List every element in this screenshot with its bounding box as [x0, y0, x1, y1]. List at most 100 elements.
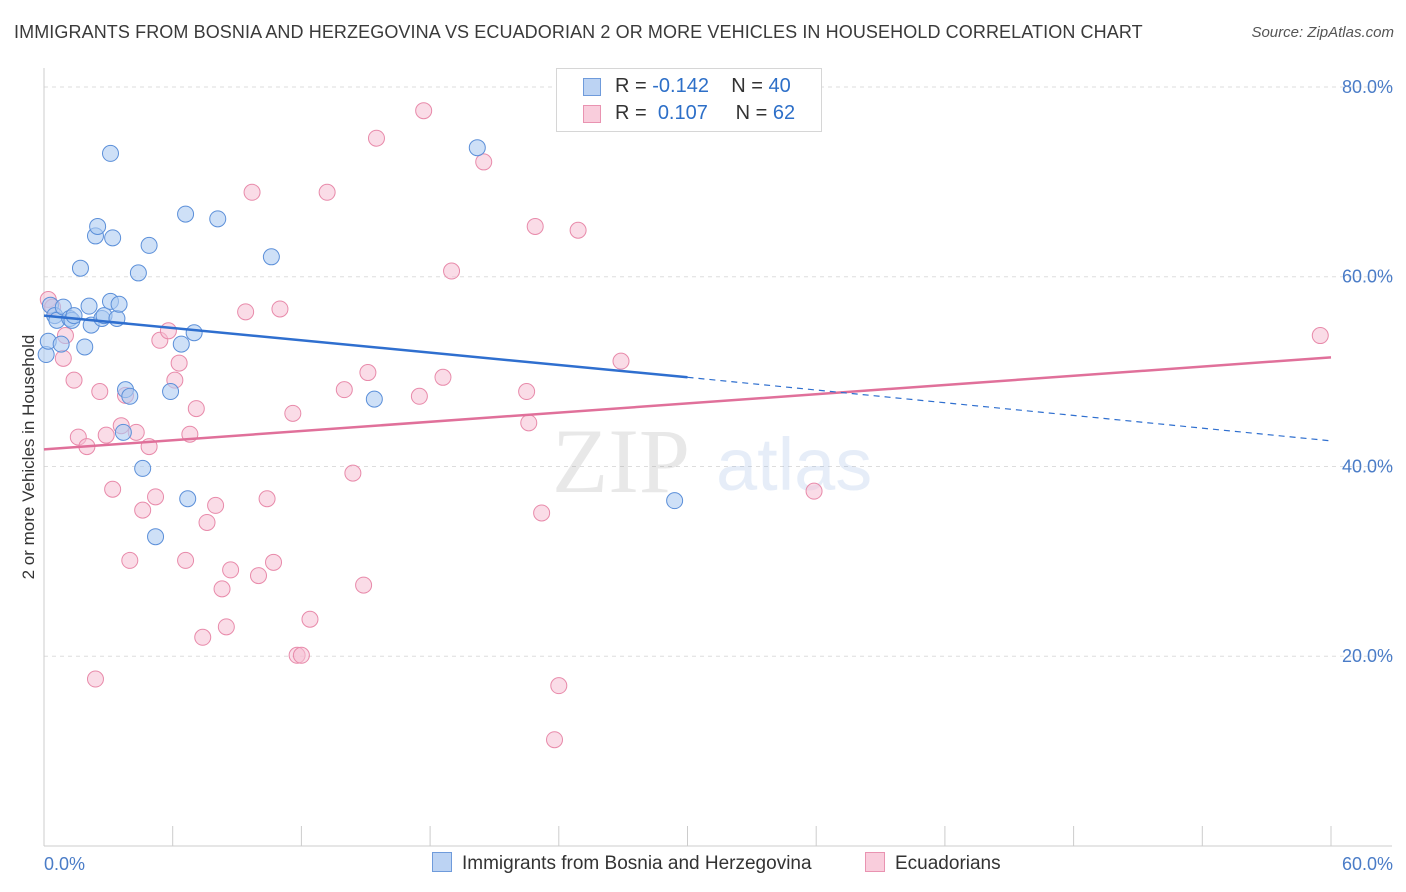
grid-lines [44, 86, 1392, 657]
point-ecuadorians [301, 610, 319, 628]
point-ecuadorians [612, 352, 630, 370]
source-note: Source: ZipAtlas.com [1251, 24, 1394, 41]
legend-n-label: N = [731, 75, 763, 97]
x-tick-label: 60.0% [1342, 854, 1393, 874]
point-ecuadorians [86, 670, 104, 688]
trend-line-bosnia [43, 314, 688, 379]
axes [43, 68, 1392, 847]
y-tick-label: 40.0% [1342, 456, 1393, 476]
point-ecuadorians [121, 551, 139, 569]
point-ecuadorians [54, 349, 72, 367]
point-ecuadorians [177, 551, 195, 569]
point-ecuadorians [265, 553, 283, 571]
bottom-legend-bosnia: Immigrants from Bosnia and Herzegovina [432, 852, 812, 875]
point-ecuadorians [475, 153, 493, 171]
point-bosnia [134, 459, 152, 477]
point-bosnia [172, 335, 190, 353]
point-ecuadorians [546, 731, 564, 749]
point-ecuadorians [159, 322, 177, 340]
legend-n-value: 62 [772, 102, 796, 124]
point-bosnia [104, 229, 122, 247]
point-ecuadorians [550, 677, 568, 695]
point-bosnia [177, 205, 195, 223]
point-bosnia [365, 390, 383, 408]
point-ecuadorians [198, 513, 216, 531]
point-bosnia [185, 324, 203, 342]
point-bosnia [129, 264, 147, 282]
stats-legend: R = -0.142 N = 40 R = 0.107 N = 62 [556, 68, 822, 132]
point-ecuadorians [355, 576, 373, 594]
point-ecuadorians [318, 183, 336, 201]
point-ecuadorians [284, 404, 302, 422]
point-ecuadorians [335, 381, 353, 399]
point-ecuadorians [1311, 327, 1329, 345]
point-ecuadorians [213, 580, 231, 598]
point-ecuadorians [344, 464, 362, 482]
y-tick-label: 60.0% [1342, 267, 1393, 287]
point-bosnia [71, 259, 89, 277]
chart-title: IMMIGRANTS FROM BOSNIA AND HERZEGOVINA V… [14, 22, 1143, 42]
point-ecuadorians [207, 496, 225, 514]
point-ecuadorians [520, 414, 538, 432]
bottom-legend-ecuadorians: Ecuadorians [865, 852, 1001, 875]
point-ecuadorians [187, 400, 205, 418]
legend-r-label: R = [615, 102, 647, 124]
point-bosnia [65, 307, 83, 325]
legend-r-value: -0.142 [652, 75, 709, 97]
y-tick-label: 80.0% [1342, 77, 1393, 97]
trend-line-bosnia-dashed [687, 376, 1332, 442]
ecuadorians-points [39, 102, 1329, 749]
point-bosnia [114, 423, 132, 441]
point-ecuadorians [194, 628, 212, 646]
point-bosnia [162, 383, 180, 401]
point-ecuadorians [415, 102, 433, 120]
point-ecuadorians [292, 646, 310, 664]
point-ecuadorians [518, 383, 536, 401]
point-ecuadorians [237, 303, 255, 321]
point-ecuadorians [569, 221, 587, 239]
point-ecuadorians [222, 561, 240, 579]
point-ecuadorians [533, 504, 551, 522]
point-ecuadorians [410, 387, 428, 405]
point-ecuadorians [97, 426, 115, 444]
point-bosnia [179, 490, 197, 508]
point-ecuadorians [134, 501, 152, 519]
point-ecuadorians [104, 480, 122, 498]
bottom-legend-swatch-bosnia [432, 852, 452, 872]
y-tick-label: 20.0% [1342, 646, 1393, 666]
legend-swatch-bosnia [583, 78, 601, 96]
bosnia-points [37, 139, 684, 546]
trend-line-ecuadorians [43, 356, 1332, 451]
point-ecuadorians [805, 482, 823, 500]
bottom-legend-swatch-ecuadorians [865, 852, 885, 872]
point-ecuadorians [526, 217, 544, 235]
point-ecuadorians [434, 368, 452, 386]
bottom-legend-label-bosnia: Immigrants from Bosnia and Herzegovina [462, 853, 812, 874]
legend-n-label: N = [735, 102, 768, 124]
point-bosnia [262, 248, 280, 266]
point-ecuadorians [147, 488, 165, 506]
watermark-zip: ZIP [552, 410, 690, 512]
legend-r-value: 0.107 [657, 102, 708, 124]
point-ecuadorians [243, 183, 261, 201]
point-bosnia [666, 492, 684, 510]
point-bosnia [140, 236, 158, 254]
point-ecuadorians [217, 618, 235, 636]
point-bosnia [52, 335, 70, 353]
point-bosnia [101, 144, 119, 162]
point-bosnia [121, 387, 139, 405]
point-ecuadorians [359, 364, 377, 382]
point-ecuadorians [443, 262, 461, 280]
point-bosnia [89, 217, 107, 235]
legend-swatch-ecuadorians [583, 105, 601, 123]
legend-r-label: R = [615, 75, 647, 97]
watermark-atlas: atlas [716, 423, 872, 506]
watermark: ZIP atlas [552, 410, 872, 512]
point-ecuadorians [367, 129, 385, 147]
point-bosnia [468, 139, 486, 157]
point-ecuadorians [170, 354, 188, 372]
point-bosnia [80, 297, 98, 315]
point-bosnia [110, 295, 128, 313]
point-bosnia [147, 528, 165, 546]
